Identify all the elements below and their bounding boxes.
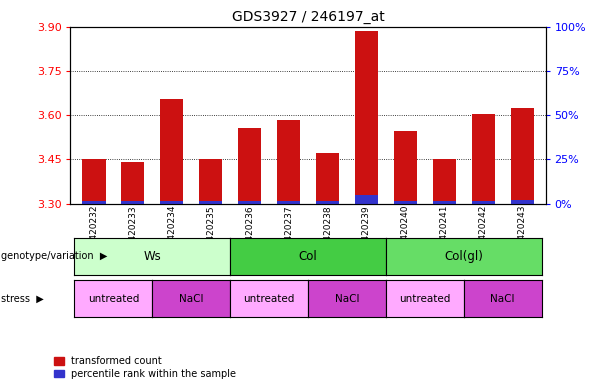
Title: GDS3927 / 246197_at: GDS3927 / 246197_at [232, 10, 384, 25]
Bar [199, 201, 223, 204]
Bar [511, 108, 534, 204]
Bar [394, 201, 417, 204]
Bar [121, 162, 145, 204]
Text: Col: Col [299, 250, 318, 263]
Bar [316, 154, 339, 204]
Text: NaCl: NaCl [335, 293, 359, 304]
Bar [238, 201, 261, 204]
Text: Col(gl): Col(gl) [444, 250, 483, 263]
Bar [277, 201, 300, 204]
Bar [394, 131, 417, 204]
Text: Ws: Ws [143, 250, 161, 263]
Text: untreated: untreated [399, 293, 451, 304]
Bar [199, 159, 223, 204]
Text: stress  ▶: stress ▶ [1, 293, 44, 304]
Text: untreated: untreated [88, 293, 139, 304]
Bar [316, 201, 339, 204]
Bar [471, 114, 495, 204]
Text: genotype/variation  ▶: genotype/variation ▶ [1, 251, 108, 262]
Bar [277, 119, 300, 204]
Bar [238, 128, 261, 204]
Legend: transformed count, percentile rank within the sample: transformed count, percentile rank withi… [54, 356, 237, 379]
Bar [433, 201, 456, 204]
Bar [433, 159, 456, 204]
Bar [160, 201, 183, 204]
Text: untreated: untreated [243, 293, 295, 304]
Bar [82, 201, 105, 204]
Bar [471, 201, 495, 204]
Bar [511, 200, 534, 204]
Bar [355, 195, 378, 204]
Text: NaCl: NaCl [179, 293, 204, 304]
Bar [82, 159, 105, 204]
Bar [160, 99, 183, 204]
Bar [121, 200, 145, 204]
Text: NaCl: NaCl [490, 293, 515, 304]
Bar [355, 31, 378, 204]
